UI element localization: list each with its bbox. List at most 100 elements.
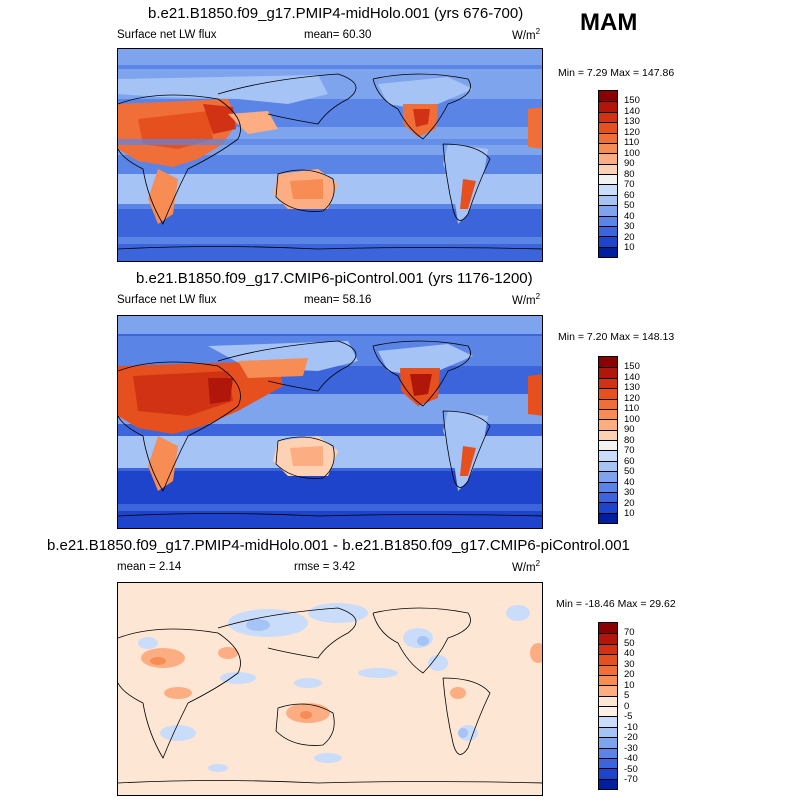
colorbar-tick-label: 70 (624, 179, 635, 190)
panel-1-colorbar (598, 90, 618, 258)
colorbar-tick-label: 120 (624, 392, 640, 404)
colorbar-swatch (599, 643, 617, 655)
colorbar-tick-label: 5 (624, 690, 630, 701)
panel-3-colorbar-labels: 70 50 40 30 20 10 5 0 -5 -10 -20 -30 -40… (624, 622, 664, 790)
panel-1-mean-label: mean= 60.30 (304, 29, 372, 41)
panel-3-map-field (118, 583, 542, 795)
colorbar-swatch (599, 184, 617, 195)
panel-1-minmax: Min = 7.29 Max = 147.86 (558, 67, 675, 79)
colorbar-swatch (599, 174, 617, 185)
colorbar-swatch (599, 623, 617, 634)
colorbar-swatch (599, 163, 617, 174)
colorbar-tick-label: 50 (624, 200, 635, 211)
panel-3-units: W/m2 (512, 559, 541, 574)
colorbar-swatch (599, 388, 617, 399)
colorbar-tick-label: 10 (624, 679, 635, 691)
colorbar-tick-label: 0 (624, 700, 630, 712)
colorbar-tick-label: -50 (624, 763, 638, 775)
colorbar-swatch (599, 706, 617, 717)
panel-1-colorbar-labels: 150 140 130 120 110 100 90 80 70 60 50 4… (624, 90, 664, 258)
panel-3-map (117, 582, 543, 796)
colorbar-tick-label: 40 (624, 648, 635, 659)
colorbar-swatch (599, 695, 617, 706)
colorbar-swatch (599, 215, 617, 226)
colorbar-tick-label: 140 (624, 105, 640, 117)
panel-1-units: W/m2 (512, 27, 541, 42)
panel-3-colorbar (598, 622, 618, 790)
colorbar-tick-label: 30 (624, 658, 635, 670)
colorbar-tick-label: 20 (624, 231, 635, 243)
colorbar-swatch (599, 747, 617, 758)
colorbar-swatch (599, 408, 617, 420)
colorbar-tick-label: 40 (624, 210, 635, 222)
colorbar-tick-label: -70 (624, 774, 638, 785)
colorbar-tick-label: 120 (624, 126, 640, 138)
panel-3-minmax: Min = -18.46 Max = 29.62 (556, 598, 676, 610)
panel-1-map-field (118, 49, 542, 261)
colorbar-swatch (599, 654, 617, 665)
panel-2-units: W/m2 (512, 292, 541, 307)
colorbar-swatch (599, 664, 617, 675)
colorbar-swatch (599, 737, 617, 748)
colorbar-swatch (599, 460, 617, 472)
colorbar-tick-label: 70 (624, 445, 635, 456)
colorbar-tick-label: 80 (624, 434, 635, 446)
colorbar-tick-label: -30 (624, 742, 638, 754)
panel-3-mean-label: mean = 2.14 (117, 561, 182, 573)
colorbar-tick-label: -20 (624, 732, 638, 743)
colorbar-tick-label: -10 (624, 721, 638, 733)
colorbar-tick-label: 40 (624, 476, 635, 488)
colorbar-swatch (599, 512, 617, 523)
colorbar-swatch (599, 716, 617, 727)
colorbar-swatch (599, 236, 617, 247)
colorbar-tick-label: 110 (624, 403, 640, 414)
colorbar-tick-label: 10 (624, 242, 635, 253)
panel-2-colorbar (598, 356, 618, 524)
panel-2-colorbar-labels: 150 140 130 120 110 100 90 80 70 60 50 4… (624, 356, 664, 524)
colorbar-swatch (599, 768, 617, 779)
colorbar-tick-label: 50 (624, 466, 635, 477)
colorbar-tick-label: 110 (624, 137, 640, 148)
colorbar-swatch (599, 633, 617, 644)
colorbar-tick-label: 90 (624, 158, 635, 169)
colorbar-tick-label: 20 (624, 669, 635, 680)
colorbar-swatch (599, 153, 617, 164)
colorbar-swatch (599, 194, 617, 206)
colorbar-swatch (599, 142, 617, 154)
colorbar-swatch (599, 502, 617, 513)
colorbar-swatch (599, 111, 617, 123)
panel-2-mean-label: mean= 58.16 (304, 294, 372, 306)
colorbar-swatch (599, 419, 617, 430)
colorbar-swatch (599, 246, 617, 257)
panel-2-map (117, 315, 543, 529)
colorbar-swatch (599, 481, 617, 492)
colorbar-tick-label: 90 (624, 424, 635, 435)
colorbar-tick-label: 80 (624, 168, 635, 180)
colorbar-tick-label: 30 (624, 221, 635, 232)
colorbar-swatch (599, 491, 617, 503)
season-label: MAM (580, 9, 638, 36)
colorbar-swatch (599, 132, 617, 143)
colorbar-swatch (599, 685, 617, 696)
colorbar-swatch (599, 205, 617, 216)
colorbar-swatch (599, 726, 617, 738)
colorbar-tick-label: 130 (624, 116, 640, 127)
colorbar-tick-label: 130 (624, 382, 640, 393)
panel-3-rmse-label: rmse = 3.42 (294, 561, 356, 573)
colorbar-swatch (599, 357, 617, 368)
colorbar-tick-label: 140 (624, 371, 640, 383)
panel-3-title: b.e21.B1850.f09_g17.PMIP4-midHolo.001 - … (47, 537, 630, 554)
colorbar-tick-label: 150 (624, 95, 640, 106)
colorbar-tick-label: 100 (624, 413, 640, 425)
panel-1-map (117, 48, 543, 262)
colorbar-swatch (599, 398, 617, 409)
colorbar-swatch (599, 91, 617, 102)
colorbar-tick-label: 60 (624, 189, 635, 201)
colorbar-tick-label: 10 (624, 508, 635, 519)
colorbar-tick-label: 50 (624, 637, 635, 649)
panel-1-title: b.e21.B1850.f09_g17.PMIP4-midHolo.001 (y… (148, 5, 524, 22)
colorbar-swatch (599, 757, 617, 769)
colorbar-tick-label: 30 (624, 487, 635, 498)
panel-1-variable-label: Surface net LW flux (117, 29, 217, 41)
colorbar-tick-label: -5 (624, 711, 633, 722)
